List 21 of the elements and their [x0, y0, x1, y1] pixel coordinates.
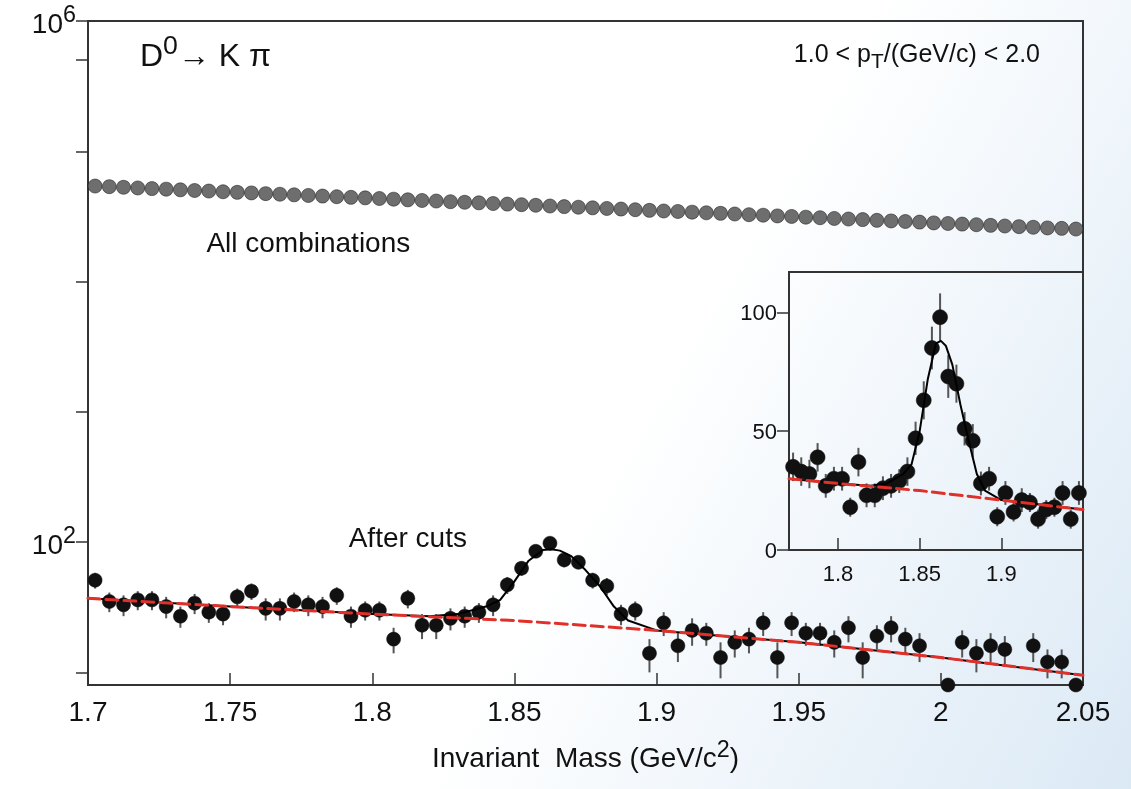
x-axis-title: Invariant Mass (GeV/c$^{2}$)	[431, 736, 740, 775]
x-tick-label: 1.85	[487, 695, 542, 727]
annotation: D$^{0}$→ K π	[140, 30, 272, 73]
x-tick-label: 1.75	[202, 695, 258, 727]
y-tick-label: 0	[764, 537, 777, 563]
series-label: All combinations	[206, 227, 411, 259]
y-tick-label: 10$^{2}$	[31, 522, 76, 561]
x-tick-label: 1.7	[68, 695, 108, 727]
y-tick-label: 10$^{6}$	[31, 1, 76, 40]
x-tick-label: 1.8	[822, 560, 854, 586]
x-tick-label: 1.9	[637, 695, 677, 727]
x-tick-label: 2	[933, 695, 949, 727]
y-tick-label: 50	[752, 418, 777, 444]
x-tick-label: 2.05	[1055, 695, 1111, 727]
y-tick-label: 100	[740, 299, 777, 325]
annotation: 1.0 < p$_{T}$/(GeV/c) < 2.0	[793, 38, 1040, 73]
x-tick-label: 1.95	[771, 695, 826, 727]
x-tick-label: 1.8	[352, 695, 392, 727]
x-tick-label: 1.9	[986, 560, 1017, 586]
series-label: After cuts	[348, 521, 467, 553]
x-tick-label: 1.85	[898, 560, 942, 586]
